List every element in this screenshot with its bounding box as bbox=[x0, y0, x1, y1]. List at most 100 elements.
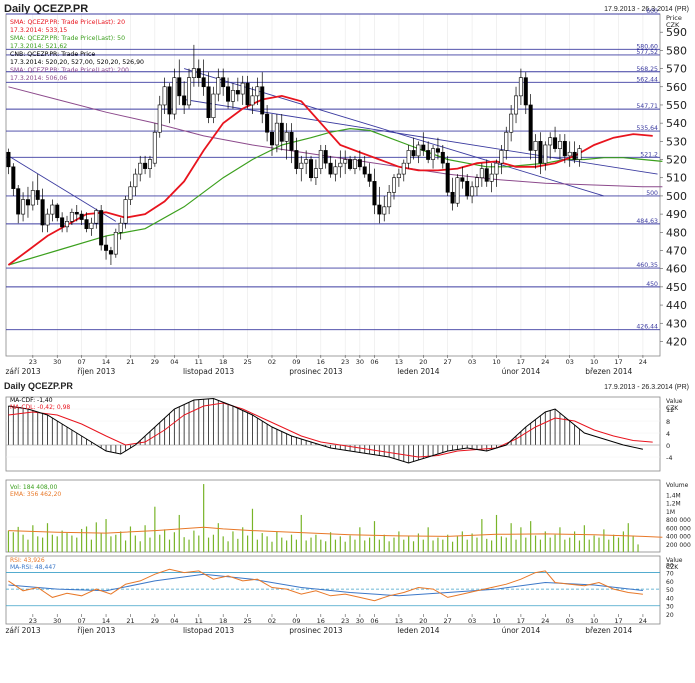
volume-legend-entry: Vol: 184 408,00 bbox=[10, 484, 57, 491]
candle bbox=[94, 210, 99, 224]
candle bbox=[74, 211, 79, 215]
candle bbox=[240, 82, 245, 95]
y-tick-label: 520 bbox=[666, 154, 687, 167]
lower-month-label: říjen 2013 bbox=[77, 626, 115, 635]
candle bbox=[123, 199, 128, 224]
lower-date-label: 03 bbox=[468, 617, 476, 625]
candle bbox=[11, 166, 16, 189]
candle bbox=[191, 68, 196, 78]
candle bbox=[567, 151, 572, 157]
candle bbox=[396, 173, 401, 179]
price-legend-entry: CNB: QCEZP.PR: Trade Price bbox=[10, 51, 95, 58]
candle bbox=[113, 231, 118, 255]
price-date-label: 10 bbox=[590, 358, 598, 366]
candle bbox=[460, 177, 465, 182]
candle bbox=[201, 77, 206, 88]
price-date-label: 30 bbox=[53, 358, 61, 366]
support-line-label: 426,44 bbox=[636, 324, 658, 331]
support-line-label: 500 bbox=[646, 190, 658, 197]
candle bbox=[138, 162, 143, 175]
price-month-label: září 2013 bbox=[5, 367, 40, 376]
price-date-label: 09 bbox=[292, 358, 300, 366]
price-date-label: 03 bbox=[566, 358, 574, 366]
candle bbox=[553, 137, 558, 149]
macd-axis-unit: CZK bbox=[666, 405, 679, 412]
support-line-label: 600 bbox=[646, 8, 658, 15]
candle bbox=[548, 137, 553, 146]
candle bbox=[128, 186, 133, 200]
price-date-label: 29 bbox=[151, 358, 159, 366]
candle bbox=[211, 93, 216, 118]
price-legend-entry: SMA: QCEZP.PR: Trade Price(Last): 200 bbox=[10, 67, 129, 74]
candle bbox=[30, 190, 35, 206]
candle bbox=[474, 177, 479, 188]
candle bbox=[450, 191, 455, 204]
price-date-label: 25 bbox=[243, 358, 251, 366]
candle bbox=[235, 90, 240, 95]
candle bbox=[382, 206, 387, 215]
candle bbox=[79, 213, 84, 220]
candle bbox=[489, 173, 494, 182]
candle bbox=[177, 77, 182, 97]
price-date-label: 07 bbox=[78, 358, 86, 366]
candle bbox=[245, 82, 250, 106]
price-month-label: březen 2014 bbox=[585, 367, 632, 376]
candle bbox=[89, 222, 94, 229]
macd-legend-entry: MA-CDF: -1,40 bbox=[10, 397, 53, 404]
lower-date-label: 14 bbox=[102, 617, 110, 625]
lower-month-label: březen 2014 bbox=[585, 626, 632, 635]
price-legend-entry: SMA: QCEZP.PR: Trade Price(Last): 50 bbox=[10, 35, 125, 42]
candle bbox=[50, 204, 55, 215]
lower-month-label: listopad 2013 bbox=[183, 626, 234, 635]
rsi-y-label: 20 bbox=[666, 612, 674, 619]
macd-signal-line bbox=[8, 402, 653, 458]
macd-y-label: -4 bbox=[666, 454, 672, 462]
lower-month-label: září 2013 bbox=[5, 626, 40, 635]
price-date-label: 23 bbox=[341, 358, 349, 366]
price-date-label: 10 bbox=[492, 358, 500, 366]
volume-ema-line bbox=[8, 526, 663, 538]
candle bbox=[309, 159, 314, 179]
lower-date-label: 30 bbox=[53, 617, 61, 625]
y-tick-label: 460 bbox=[666, 263, 687, 276]
price-date-label: 24 bbox=[541, 358, 549, 366]
candle bbox=[509, 113, 514, 133]
lower-date-label: 23 bbox=[29, 617, 37, 625]
candle bbox=[504, 131, 509, 151]
lower-date-label: 06 bbox=[370, 617, 378, 625]
support-line-label: 460,35 bbox=[636, 262, 658, 269]
candle bbox=[333, 166, 338, 175]
volume-y-label: 1,2M bbox=[666, 501, 681, 508]
support-line-label: 577,52 bbox=[636, 49, 658, 56]
lower-date-label: 20 bbox=[419, 617, 427, 625]
candle bbox=[269, 131, 275, 146]
candle bbox=[557, 141, 562, 149]
support-line-label: 547,71 bbox=[636, 103, 658, 110]
lower-date-label: 10 bbox=[590, 617, 598, 625]
lower-date-label: 11 bbox=[195, 617, 203, 625]
candle bbox=[108, 250, 113, 255]
candle bbox=[401, 162, 406, 175]
candle bbox=[274, 122, 279, 146]
lower-date-label: 10 bbox=[492, 617, 500, 625]
lower-date-label: 17 bbox=[517, 617, 525, 625]
candle bbox=[484, 168, 489, 182]
candle bbox=[6, 151, 11, 168]
volume-y-label: 800 000 bbox=[666, 517, 691, 524]
candle bbox=[250, 95, 255, 106]
candle bbox=[352, 159, 357, 169]
candle bbox=[343, 159, 348, 164]
candle bbox=[445, 162, 450, 193]
price-date-label: 23 bbox=[29, 358, 37, 366]
y-tick-label: 480 bbox=[666, 226, 687, 239]
candle bbox=[40, 199, 45, 226]
rsi-y-label: 40 bbox=[666, 595, 674, 602]
macd-y-label: 0 bbox=[666, 442, 670, 450]
y-tick-label: 430 bbox=[666, 317, 687, 330]
candle bbox=[279, 122, 284, 142]
y-tick-label: 580 bbox=[666, 44, 687, 57]
candle bbox=[260, 86, 265, 115]
candle bbox=[133, 173, 138, 188]
date-range: 17.9.2013 - 26.3.2014 (PR) bbox=[604, 6, 689, 13]
price-date-label: 13 bbox=[395, 358, 403, 366]
